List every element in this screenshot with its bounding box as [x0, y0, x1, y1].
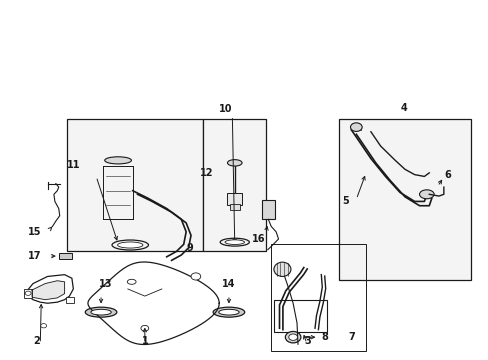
Circle shape	[141, 325, 148, 331]
Bar	[339, 119, 469, 280]
Bar	[24, 289, 31, 298]
Text: 14: 14	[222, 279, 235, 289]
Polygon shape	[32, 281, 64, 300]
Text: 4: 4	[400, 103, 407, 113]
Ellipse shape	[213, 307, 244, 317]
Bar	[261, 200, 275, 219]
Bar	[59, 253, 72, 259]
Ellipse shape	[117, 242, 142, 248]
Ellipse shape	[85, 307, 117, 317]
Bar	[203, 119, 266, 251]
Bar	[271, 244, 366, 351]
Text: 10: 10	[219, 104, 232, 114]
Text: 5: 5	[342, 197, 348, 206]
Text: 6: 6	[444, 170, 450, 180]
Text: 3: 3	[304, 336, 310, 346]
Ellipse shape	[127, 279, 136, 284]
Bar	[229, 204, 239, 210]
Text: 12: 12	[200, 168, 213, 178]
Text: 11: 11	[66, 160, 80, 170]
Ellipse shape	[273, 262, 290, 276]
Polygon shape	[25, 275, 73, 303]
Ellipse shape	[218, 309, 239, 315]
Text: 13: 13	[99, 279, 112, 289]
Text: 8: 8	[321, 332, 327, 342]
Bar	[67, 119, 203, 251]
Circle shape	[350, 123, 362, 131]
Ellipse shape	[224, 240, 244, 244]
Text: 2: 2	[34, 336, 40, 346]
Ellipse shape	[419, 190, 433, 199]
Circle shape	[41, 324, 46, 328]
Text: 7: 7	[347, 332, 354, 342]
Ellipse shape	[288, 334, 297, 341]
Text: 1: 1	[141, 336, 148, 346]
Ellipse shape	[227, 159, 242, 166]
Bar	[227, 193, 242, 205]
Bar	[65, 297, 74, 303]
Polygon shape	[88, 262, 219, 345]
Text: 17: 17	[28, 251, 41, 261]
Text: 16: 16	[252, 234, 265, 244]
Circle shape	[191, 273, 201, 280]
Text: 15: 15	[28, 227, 41, 237]
Text: 9: 9	[186, 243, 193, 253]
Ellipse shape	[91, 309, 111, 315]
Bar	[273, 300, 326, 332]
Ellipse shape	[285, 332, 300, 343]
Circle shape	[25, 291, 31, 296]
Ellipse shape	[104, 157, 131, 164]
